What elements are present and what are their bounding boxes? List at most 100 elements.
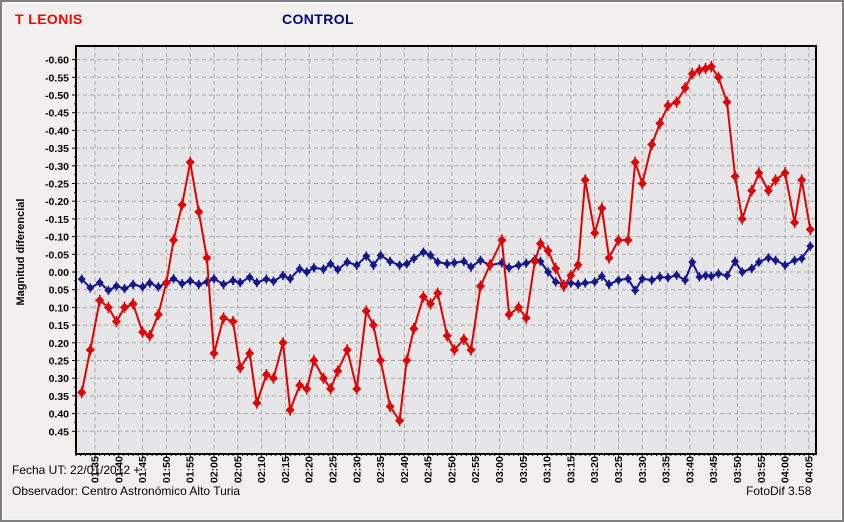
data-point-marker bbox=[573, 260, 583, 270]
data-point-marker bbox=[295, 264, 304, 273]
data-point-marker bbox=[764, 253, 773, 262]
x-tick-label: 01:40 bbox=[113, 456, 125, 483]
data-point-marker bbox=[395, 261, 404, 270]
data-point-marker bbox=[790, 256, 799, 265]
y-tick-label: 0.05 bbox=[49, 285, 70, 297]
data-point-marker bbox=[763, 186, 773, 196]
data-point-marker bbox=[459, 334, 469, 344]
data-point-marker bbox=[418, 292, 428, 302]
x-tick-label: 03:40 bbox=[684, 456, 696, 483]
data-point-marker bbox=[261, 370, 271, 380]
data-point-marker bbox=[630, 157, 640, 167]
data-point-marker bbox=[295, 380, 305, 390]
x-tick-label: 03:30 bbox=[637, 456, 649, 483]
data-point-marker bbox=[530, 256, 540, 266]
y-tick-label: -0.25 bbox=[45, 179, 69, 191]
data-point-marker bbox=[229, 276, 238, 285]
x-tick-label: 03:45 bbox=[708, 456, 720, 483]
data-point-marker bbox=[185, 157, 195, 167]
data-point-marker bbox=[161, 278, 171, 288]
data-point-marker bbox=[722, 97, 732, 107]
data-point-marker bbox=[797, 175, 807, 185]
data-point-marker bbox=[701, 63, 711, 73]
data-point-marker bbox=[655, 118, 665, 128]
x-tick-label: 03:20 bbox=[589, 456, 601, 483]
data-point-marker bbox=[505, 263, 514, 272]
y-tick-label: -0.45 bbox=[45, 108, 69, 120]
y-tick-label: -0.60 bbox=[45, 55, 69, 67]
data-point-marker bbox=[747, 264, 756, 273]
data-point-marker bbox=[77, 275, 86, 284]
x-tick-label: 02:10 bbox=[256, 456, 268, 483]
data-point-marker bbox=[128, 299, 138, 309]
data-point-marker bbox=[514, 302, 524, 312]
data-point-marker bbox=[442, 331, 452, 341]
data-point-marker bbox=[86, 283, 95, 292]
data-point-marker bbox=[449, 345, 459, 355]
y-tick-label: 0.15 bbox=[49, 320, 70, 332]
y-tick-label: -0.10 bbox=[45, 232, 69, 244]
data-point-marker bbox=[535, 239, 545, 249]
data-point-marker bbox=[713, 72, 723, 82]
date-ut-label: Fecha UT: 22/01/2012 + bbox=[12, 463, 141, 477]
data-point-marker bbox=[368, 320, 378, 330]
x-tick-label: 02:30 bbox=[351, 456, 363, 483]
data-point-marker bbox=[103, 302, 113, 312]
target-title: T LEONIS bbox=[15, 11, 83, 27]
data-point-marker bbox=[178, 279, 187, 288]
data-point-marker bbox=[781, 261, 790, 270]
data-point-marker bbox=[476, 281, 486, 291]
x-tick-label: 03:55 bbox=[756, 456, 768, 483]
data-point-marker bbox=[309, 263, 318, 272]
x-tick-label: 01:35 bbox=[90, 456, 102, 483]
data-point-marker bbox=[655, 272, 664, 281]
data-point-marker bbox=[790, 217, 800, 227]
data-point-marker bbox=[747, 186, 757, 196]
data-point-marker bbox=[485, 260, 495, 270]
y-tick-label: -0.30 bbox=[45, 161, 69, 173]
data-point-marker bbox=[194, 207, 204, 217]
x-tick-label: 02:50 bbox=[446, 456, 458, 483]
data-point-marker bbox=[614, 235, 624, 245]
data-point-marker bbox=[504, 309, 514, 319]
x-tick-label: 01:55 bbox=[185, 456, 197, 483]
y-tick-label: 0.40 bbox=[49, 409, 70, 421]
x-tick-label: 02:20 bbox=[304, 456, 316, 483]
data-point-marker bbox=[219, 280, 228, 289]
data-point-marker bbox=[597, 203, 607, 213]
data-point-marker bbox=[145, 331, 155, 341]
x-tick-label: 02:55 bbox=[470, 456, 482, 483]
data-point-marker bbox=[754, 258, 763, 267]
data-point-marker bbox=[326, 384, 336, 394]
data-point-marker bbox=[551, 263, 561, 273]
data-point-marker bbox=[85, 345, 95, 355]
data-point-marker bbox=[590, 277, 599, 286]
data-point-marker bbox=[386, 257, 395, 266]
data-point-marker bbox=[672, 271, 681, 280]
data-point-marker bbox=[737, 214, 747, 224]
data-point-marker bbox=[419, 248, 428, 257]
x-tick-label: 02:35 bbox=[375, 456, 387, 483]
data-point-marker bbox=[450, 258, 459, 267]
data-point-marker bbox=[701, 271, 710, 280]
data-point-marker bbox=[245, 273, 254, 282]
data-point-marker bbox=[210, 274, 219, 283]
data-point-marker bbox=[228, 317, 238, 327]
y-tick-label: -0.40 bbox=[45, 125, 69, 137]
data-point-marker bbox=[343, 258, 352, 267]
data-point-marker bbox=[624, 274, 633, 283]
data-point-marker bbox=[362, 252, 371, 261]
data-point-marker bbox=[723, 271, 732, 280]
y-tick-label: 0.30 bbox=[49, 373, 70, 385]
data-point-marker bbox=[433, 258, 442, 267]
data-point-marker bbox=[129, 280, 138, 289]
y-tick-label: 0.35 bbox=[49, 391, 70, 403]
plot-background bbox=[76, 46, 816, 454]
data-point-marker bbox=[376, 251, 385, 260]
data-point-marker bbox=[681, 276, 690, 285]
y-tick-label: 0.00 bbox=[49, 267, 70, 279]
data-point-marker bbox=[754, 168, 764, 178]
data-point-marker bbox=[559, 281, 569, 291]
